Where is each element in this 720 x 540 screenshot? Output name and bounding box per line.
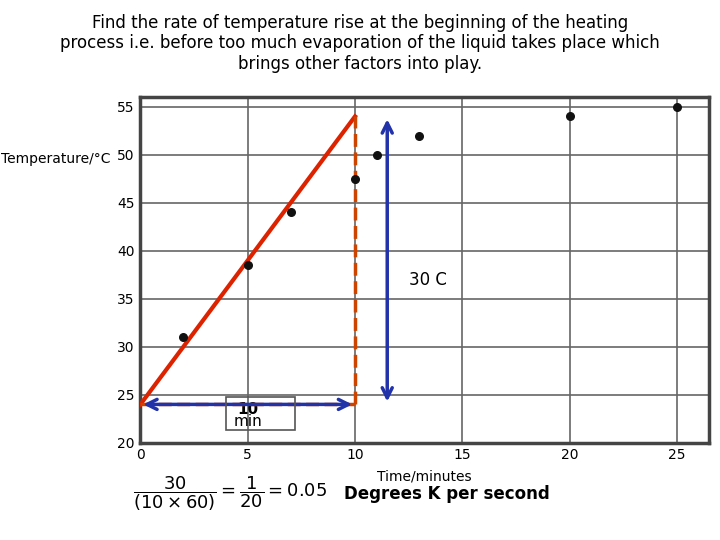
Text: min: min xyxy=(233,414,262,429)
Point xyxy=(671,103,683,111)
Point xyxy=(349,174,361,183)
X-axis label: Time/minutes: Time/minutes xyxy=(377,469,472,483)
Text: $\dfrac{30}{(10 \times 60)} = \dfrac{1}{20} = 0.05$: $\dfrac{30}{(10 \times 60)} = \dfrac{1}{… xyxy=(133,475,328,514)
Text: Degrees K per second: Degrees K per second xyxy=(343,485,549,503)
Point xyxy=(285,208,297,217)
Text: 10: 10 xyxy=(237,402,258,417)
Point xyxy=(564,112,575,121)
Text: Find the rate of temperature rise at the beginning of the heating
process i.e. b: Find the rate of temperature rise at the… xyxy=(60,14,660,73)
Point xyxy=(242,261,253,269)
Point xyxy=(414,131,426,140)
Bar xyxy=(226,397,295,430)
Text: 30 C: 30 C xyxy=(409,271,446,288)
Point xyxy=(371,151,382,159)
Point xyxy=(178,333,189,341)
Y-axis label: Temperature/°C: Temperature/°C xyxy=(1,152,110,166)
